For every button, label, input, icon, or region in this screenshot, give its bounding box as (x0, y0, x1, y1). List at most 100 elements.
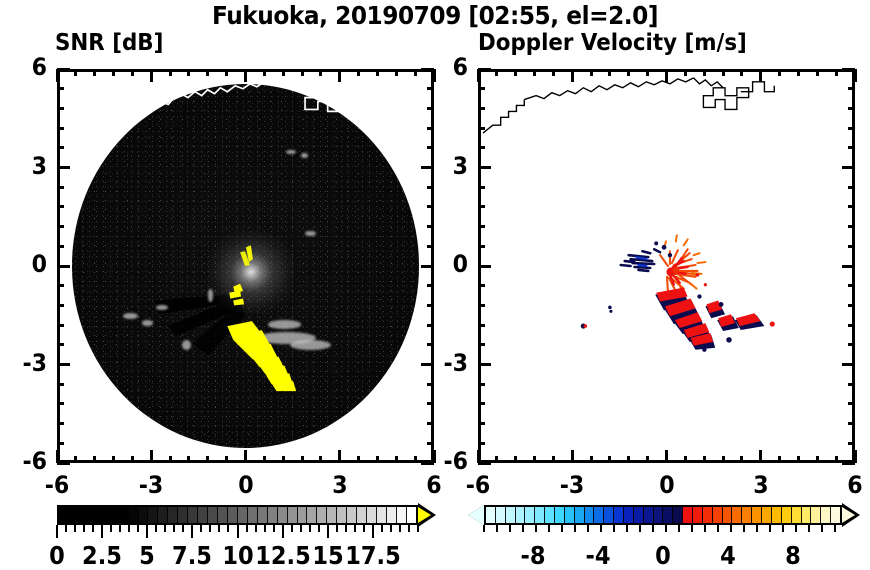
y-axis-minor-tick (427, 303, 434, 307)
x-axis-minor-tick (168, 69, 172, 76)
colorbar-minor-tick (389, 525, 392, 532)
colorbar-swatch (286, 507, 297, 523)
colorbar-swatch (197, 507, 208, 523)
colorbar-swatch (790, 507, 801, 523)
y-axis-minor-tick (57, 284, 64, 288)
x-axis-minor-tick (627, 456, 631, 463)
colorbar-major-tick (371, 525, 374, 538)
colorbar-swatch (534, 507, 545, 523)
colorbar-minor-tick (218, 525, 221, 532)
colorbar-major-tick (56, 525, 58, 538)
colorbar-over-arrow (418, 507, 431, 523)
colorbar-minor-tick (821, 525, 824, 532)
colorbar-swatch (662, 507, 673, 523)
y-axis-minor-tick (57, 422, 64, 426)
x-axis-minor-tick (394, 69, 398, 76)
y-axis-major-tick (57, 264, 70, 268)
colorbar-swatch (336, 507, 347, 523)
colorbar-swatch (246, 507, 257, 523)
colorbar-tick-label: 10 (221, 541, 254, 570)
colorbar-swatch (117, 507, 128, 523)
colorbar-swatch (405, 507, 416, 523)
colorbar-minor-tick (782, 525, 785, 532)
y-axis-minor-tick (478, 382, 485, 386)
x-axis-minor-tick (375, 69, 379, 76)
y-axis-minor-tick (848, 87, 855, 91)
x-axis-tick-label: -6 (44, 471, 70, 499)
colorbar-tick-label: 17.5 (345, 541, 401, 570)
colorbar-swatch (266, 507, 277, 523)
colorbar-minor-tick (209, 525, 212, 532)
y-axis-minor-tick (57, 323, 64, 327)
x-axis-major-tick (55, 69, 59, 82)
colorbar-swatch (731, 507, 742, 523)
colorbar-minor-tick (164, 525, 167, 532)
y-axis-tick-label: 6 (452, 53, 468, 81)
x-axis-minor-tick (130, 69, 134, 76)
y-axis-major-tick (421, 166, 434, 169)
y-axis-major-tick (421, 461, 434, 465)
colorbar-swatch (554, 507, 564, 523)
x-axis-minor-tick (495, 456, 499, 463)
colorbar-minor-tick (92, 525, 95, 532)
y-axis-minor-tick (57, 87, 64, 91)
y-axis-minor-tick (427, 422, 434, 426)
y-axis-major-tick (842, 461, 855, 465)
colorbar-minor-tick (522, 525, 525, 532)
y-axis-minor-tick (427, 205, 434, 209)
y-axis-minor-tick (427, 146, 434, 150)
colorbar-swatch (366, 507, 376, 523)
colorbar-minor-tick (717, 525, 720, 532)
x-axis-major-tick (244, 450, 247, 463)
colorbar-swatch (217, 507, 227, 523)
colorbar-tick-label: -8 (520, 541, 546, 570)
y-axis-minor-tick (848, 402, 855, 406)
colorbar-swatch (603, 507, 614, 523)
y-axis-minor-tick (57, 402, 64, 406)
colorbar-swatch (780, 507, 791, 523)
colorbar-minor-tick (308, 525, 311, 532)
doppler-colorbar[interactable]: -8 -4 0 4 8 (466, 503, 860, 570)
colorbar-minor-tick (587, 525, 590, 532)
y-axis-minor-tick (57, 343, 64, 347)
y-axis-minor-tick (478, 185, 485, 189)
colorbar-swatch (721, 507, 732, 523)
y-axis-minor-tick (478, 323, 485, 327)
y-axis-tick-label: 0 (31, 250, 47, 278)
x-axis-tick-label: -3 (138, 471, 164, 499)
x-axis-minor-tick (721, 69, 725, 76)
y-axis-minor-tick (57, 106, 64, 110)
x-axis-tick-label: 3 (332, 471, 348, 499)
colorbar-minor-tick (600, 525, 603, 532)
doppler-southeast-streak (655, 287, 716, 350)
x-axis-minor-tick (514, 456, 518, 463)
colorbar-minor-tick (691, 525, 694, 532)
x-axis-minor-tick (646, 456, 650, 463)
doppler-plot-axes[interactable] (478, 69, 855, 463)
y-axis-minor-tick (427, 126, 434, 130)
x-axis-minor-tick (300, 69, 304, 76)
colorbar-minor-tick (227, 525, 230, 532)
colorbar-swatch (652, 507, 663, 523)
colorbar-minor-tick (137, 525, 140, 532)
colorbar-over-arrow (842, 507, 855, 523)
colorbar-swatch (800, 507, 811, 523)
colorbar-swatch (127, 507, 138, 523)
y-axis-major-tick (421, 67, 434, 71)
colorbar-minor-tick (110, 525, 113, 532)
x-axis-major-tick (432, 69, 436, 82)
colorbar-minor-tick (380, 525, 383, 532)
snr-plot-axes[interactable] (57, 69, 434, 463)
snr-radial-rays (237, 258, 267, 287)
colorbar-minor-tick (808, 525, 811, 532)
x-axis-major-tick (432, 450, 436, 463)
colorbar-minor-tick (535, 525, 538, 532)
x-axis-minor-tick (206, 69, 210, 76)
x-axis-major-tick (244, 69, 247, 82)
x-axis-minor-tick (225, 69, 229, 76)
colorbar-minor-tick (317, 525, 320, 532)
x-axis-minor-tick (740, 456, 744, 463)
snr-colorbar[interactable]: 0 2.5 5 7.5 10 12.5 15 17.5 (49, 503, 436, 570)
y-axis-minor-tick (427, 382, 434, 386)
y-axis-minor-tick (57, 205, 64, 209)
